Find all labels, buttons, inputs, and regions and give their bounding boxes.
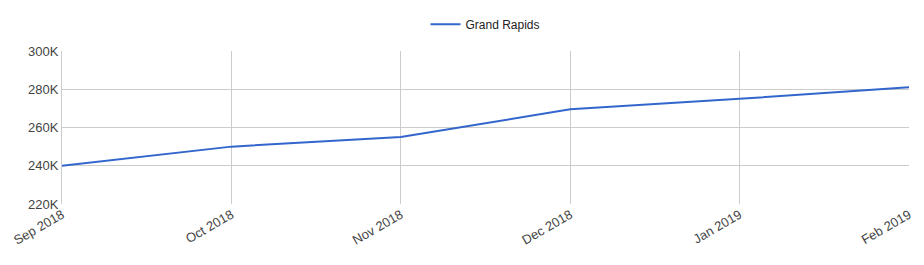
- svg-text:Jan 2019: Jan 2019: [691, 207, 745, 247]
- svg-text:Feb 2019: Feb 2019: [859, 207, 914, 247]
- svg-text:Dec 2018: Dec 2018: [519, 207, 575, 248]
- svg-text:240K: 240K: [28, 158, 59, 173]
- svg-text:260K: 260K: [28, 120, 59, 135]
- svg-text:280K: 280K: [28, 82, 59, 97]
- svg-text:300K: 300K: [28, 44, 59, 59]
- svg-text:Sep 2018: Sep 2018: [11, 207, 67, 248]
- svg-text:Oct 2018: Oct 2018: [183, 207, 236, 246]
- svg-text:Nov 2018: Nov 2018: [350, 207, 406, 248]
- svg-text:Grand Rapids: Grand Rapids: [466, 18, 540, 32]
- svg-text:220K: 220K: [28, 197, 59, 212]
